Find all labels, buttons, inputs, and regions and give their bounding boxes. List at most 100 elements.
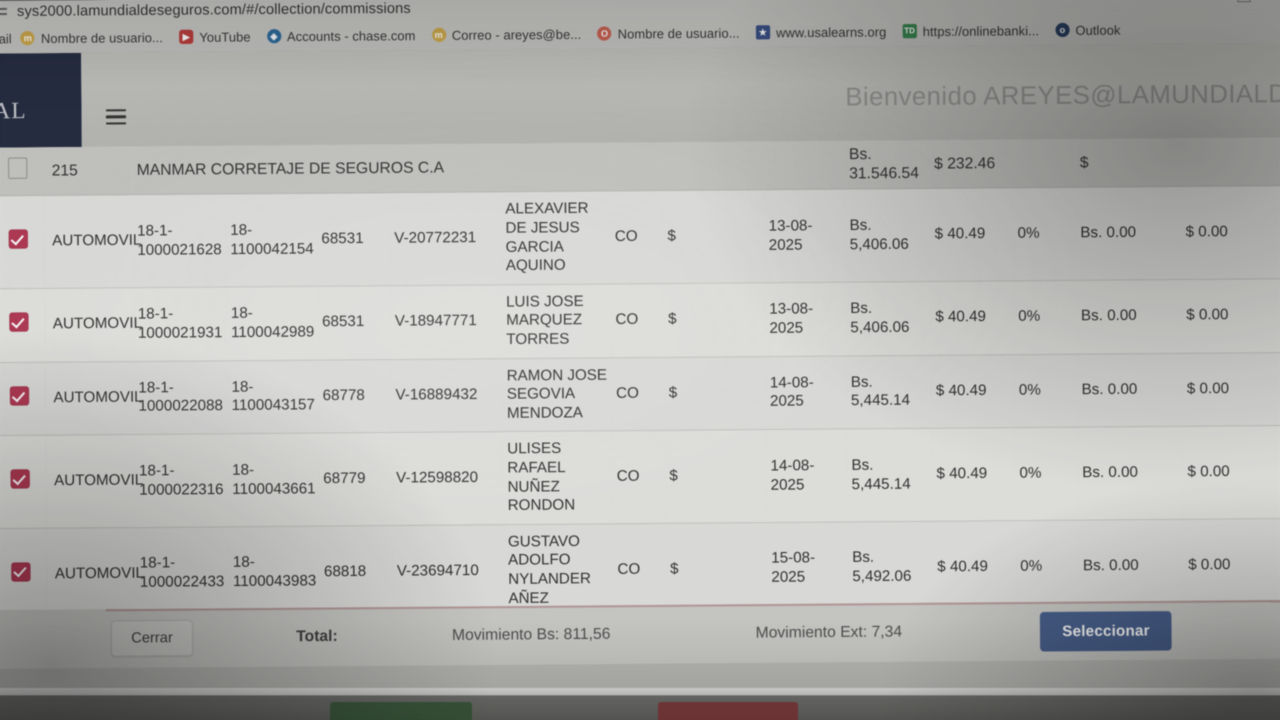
cell-tipo: CO [611,283,665,358]
seleccionar-button[interactable]: Seleccionar [1039,610,1173,652]
cell-recibo: 18-1100043983 [228,525,321,611]
monitor-bezel [0,688,1280,720]
offscreen-red-button[interactable] [658,702,798,720]
cell-prima-bs: Bs. 5,406.06 [845,188,931,282]
cell-comision-bs: Bs. 0.00 [1075,186,1182,281]
bookmark-label: Accounts - chase.com [286,27,416,44]
cell-poliza: 18-1-1000022316 [134,434,229,528]
table-row[interactable]: AUTOMOVIL 18-1-1000021628 18-1100042154 … [0,186,1280,289]
application-viewport: IAL Bienvenido AREYES@LAMUNDIALDESEG [0,43,1280,700]
table-row[interactable]: AUTOMOVIL 18-1-1000021931 18-1100042989 … [0,278,1280,363]
bookmark-label: Nombre de usuario... [617,24,740,42]
cell-asegurado: LUIS JOSE MARQUEZ TORRES [501,283,612,359]
broker-select-all-checkbox[interactable] [7,157,27,180]
bookmark-chase[interactable]: ◈ Accounts - chase.com [260,25,423,46]
row-checkbox[interactable] [9,386,29,406]
cell-fecha: 14-08-2025 [765,355,848,430]
commissions-table: 215 MANMAR CORRETAJE DE SEGUROS C.A Bs. … [0,137,1280,611]
cell-porcentaje: 0% [1015,519,1080,611]
cell-moneda: $ [663,190,766,284]
cell-comision-bs: Bs. 0.00 [1078,519,1185,611]
row-checkbox[interactable] [8,229,28,250]
bookmark-correo[interactable]: m Correo - areyes@be... [424,24,588,45]
cell-prima-bs: Bs. 5,492.06 [847,521,934,611]
cell-recibo: 18-1100043157 [227,359,319,435]
bookmark-youtube[interactable]: ▶ YouTube [172,27,258,47]
cell-comision-usd: $ 0.00 [1181,278,1280,353]
cell-poliza: 18-1-1000022088 [134,360,228,435]
cerrar-button[interactable]: Cerrar [110,619,194,657]
bookmark-label: Correo - areyes@be... [451,26,582,43]
cell-asegurado: RAMON JOSE SEGOVIA MENDOZA [502,357,613,432]
broker-total-usd: $ 232.46 [929,139,1014,189]
hamburger-menu-icon[interactable] [105,109,127,125]
row-select-cell[interactable] [0,195,45,289]
offscreen-green-button[interactable] [330,702,472,720]
cell-comision-bs: Bs. 0.00 [1077,352,1184,428]
table-row[interactable]: AUTOMOVIL 18-1-1000022316 18-1100043661 … [0,425,1280,529]
cell-numero: 68531 [317,285,392,360]
cell-comision-bs: Bs. 0.00 [1077,426,1184,520]
cell-prima-bs: Bs. 5,445.14 [846,354,933,430]
cell-prima-usd: $ 40.49 [931,354,1016,429]
bookmark-label: Nombre de usuario... [40,29,163,46]
welcome-message: Bienvenido AREYES@LAMUNDIALDESEG [845,79,1280,112]
bookmark-usalearns[interactable]: ★ www.usalearns.org [749,22,894,42]
broker-total-bs: Bs. 31.546.54 [844,140,931,190]
bookmark-onlinebanking[interactable]: TD https://onlinebanki... [895,20,1046,40]
cell-ramo: AUTOMOVIL [45,434,143,529]
opera-icon: O [597,26,612,41]
cell-moneda: $ [664,356,767,431]
table-row[interactable]: AUTOMOVIL 18-1-1000022088 18-1100043157 … [0,352,1280,436]
cell-fecha: 14-08-2025 [766,429,848,523]
bookmark-label: YouTube [199,28,251,45]
cell-recibo: 18-1100042989 [226,286,319,361]
td-bank-icon: TD [902,24,917,39]
cell-poliza: 18-1-1000021628 [132,194,227,288]
maximize-icon[interactable] [1237,0,1251,3]
cell-fecha: 13-08-2025 [764,189,846,283]
broker-select-all-cell[interactable] [0,147,44,197]
row-checkbox[interactable] [10,561,31,582]
bookmark-label: https://onlinebanki... [922,22,1040,39]
row-select-cell[interactable] [0,435,47,529]
cell-porcentaje: 0% [1013,280,1078,355]
cell-comision-usd: $ 0.00 [1183,518,1280,611]
chase-icon: ◈ [266,29,281,44]
app-topbar: Bienvenido AREYES@LAMUNDIALDESEG [81,43,1280,147]
cell-moneda: $ [663,282,766,358]
cell-moneda: $ [664,429,767,524]
monitor-screen: sys2000.lamundialdeseguros.com/#/collect… [0,0,1280,699]
movimiento-bs-value: Movimiento Bs: 811,56 [451,625,611,645]
row-checkbox[interactable] [8,312,29,333]
cell-numero: 68779 [318,432,393,526]
cell-comision-usd: $ 0.00 [1182,352,1280,427]
row-checkbox[interactable] [9,469,30,489]
cell-prima-bs: Bs. 5,445.14 [847,428,933,522]
cell-asegurado: GUSTAVO ADOLFO NYLANDER AÑEZ [503,523,614,611]
bookmark-nombre-de-usuario-1[interactable]: m Nombre de usuario... [14,27,171,47]
cell-recibo: 18-1100042154 [225,193,318,287]
cell-fecha: 15-08-2025 [766,521,849,611]
bookmark-outlook[interactable]: o Outlook [1048,20,1128,40]
broker-name: MANMAR CORRETAJE DE SEGUROS C.A [132,142,611,196]
cell-documento: V-18947771 [390,284,503,360]
bookmark-gmail-partial[interactable]: mail [0,30,12,47]
modal-footer: Cerrar Total: Movimiento Bs: 811,56 Movi… [0,599,1280,669]
cell-porcentaje: 0% [1015,427,1079,521]
youtube-icon: ▶ [179,29,194,44]
bookmark-nombre-de-usuario-2[interactable]: O Nombre de usuario... [590,23,747,43]
site-settings-icon[interactable] [0,6,10,18]
cell-asegurado: ULISES RAFAEL NUÑEZ RONDON [503,431,614,525]
cell-documento: V-12598820 [391,431,504,526]
cell-ramo: AUTOMOVIL [45,361,143,436]
cell-moneda: $ [665,522,768,611]
row-select-cell[interactable] [0,288,46,363]
row-select-cell[interactable] [0,528,48,611]
table-row[interactable]: AUTOMOVIL 18-1-1000022433 18-1100043983 … [0,518,1280,611]
cell-tipo: CO [611,357,665,432]
cell-tipo: CO [613,523,667,611]
row-select-cell[interactable] [0,361,46,436]
usalearns-icon: ★ [755,25,771,40]
